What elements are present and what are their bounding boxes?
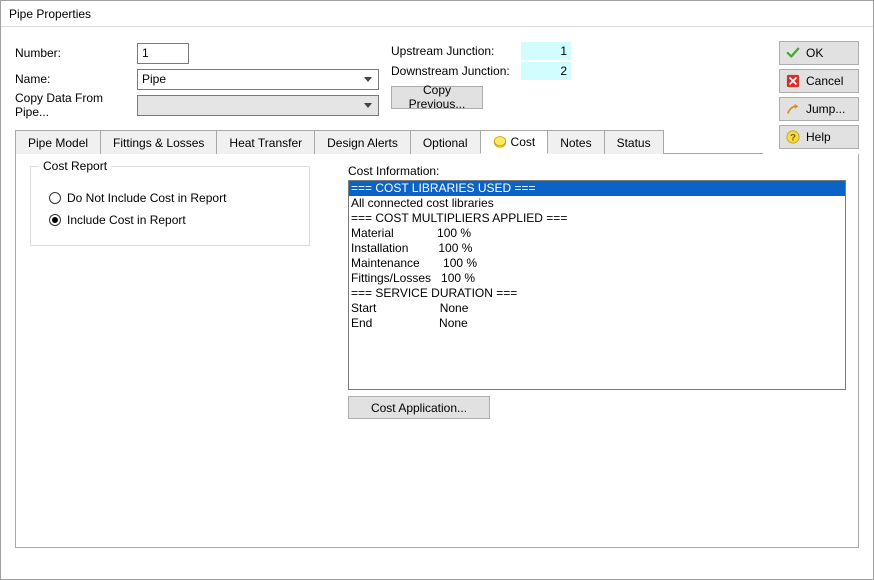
radio-exclude[interactable] [49,192,61,204]
top-form-area: Number: Name: Pipe Copy Data From Pipe..… [15,41,859,119]
listbox-line[interactable]: === COST MULTIPLIERS APPLIED === [349,211,845,226]
name-value: Pipe [142,72,166,86]
titlebar: Pipe Properties [1,1,873,27]
pipe-properties-window: Pipe Properties OK Cancel Jump... [0,0,874,580]
listbox-line[interactable]: Installation 100 % [349,241,845,256]
upstream-value: 1 [521,42,571,60]
cost-application-button[interactable]: Cost Application... [348,396,490,419]
tab-heat-label: Heat Transfer [229,136,302,150]
ok-label: OK [806,46,823,60]
upstream-label: Upstream Junction: [391,44,521,58]
jump-label: Jump... [806,102,845,116]
cost-info-area: Cost Information: === COST LIBRARIES USE… [348,164,846,419]
radio-include-label: Include Cost in Report [67,213,186,227]
tab-pipe-model[interactable]: Pipe Model [15,130,101,154]
help-icon: ? [786,130,800,144]
radio-include[interactable] [49,214,61,226]
radio-include-row[interactable]: Include Cost in Report [49,211,297,229]
window-title: Pipe Properties [9,7,91,21]
check-icon [786,46,800,60]
listbox-line[interactable]: Material 100 % [349,226,845,241]
listbox-line[interactable]: End None [349,316,845,331]
listbox-line[interactable]: Start None [349,301,845,316]
cost-tab-panel: Cost Report Do Not Include Cost in Repor… [15,154,859,548]
listbox-selected-line[interactable]: === COST LIBRARIES USED === [349,181,845,196]
listbox-line[interactable]: Fittings/Losses 100 % [349,271,845,286]
jump-button[interactable]: Jump... [779,97,859,121]
tab-fittings-label: Fittings & Losses [113,136,204,150]
dialog-body: OK Cancel Jump... ? Help [1,27,873,579]
number-input[interactable] [137,43,189,64]
copy-from-select[interactable] [137,95,379,116]
tab-design[interactable]: Design Alerts [314,130,411,154]
cost-application-label: Cost Application... [371,401,467,415]
tab-cost-label: Cost [511,135,536,149]
listbox-line[interactable]: Maintenance 100 % [349,256,845,271]
cost-report-title: Cost Report [39,159,111,173]
tab-fittings[interactable]: Fittings & Losses [100,130,217,154]
radio-exclude-row[interactable]: Do Not Include Cost in Report [49,189,297,207]
number-label: Number: [15,46,137,60]
tab-heat[interactable]: Heat Transfer [216,130,315,154]
copy-previous-button[interactable]: Copy Previous... [391,86,483,109]
cancel-label: Cancel [806,74,843,88]
downstream-value: 2 [521,62,571,80]
jump-icon [786,102,800,116]
ok-button[interactable]: OK [779,41,859,65]
form-column: Number: Name: Pipe Copy Data From Pipe..… [15,41,387,119]
name-select[interactable]: Pipe [137,69,379,90]
tab-status[interactable]: Status [604,130,664,154]
radio-exclude-label: Do Not Include Cost in Report [67,191,226,205]
tab-notes[interactable]: Notes [547,130,604,154]
listbox-line[interactable]: === SERVICE DURATION === [349,286,845,301]
copy-previous-label: Copy Previous... [400,83,474,111]
side-button-column: OK Cancel Jump... ? Help [779,41,859,149]
junction-column: Upstream Junction: 1 Downstream Junction… [391,41,611,119]
cost-report-groupbox: Cost Report Do Not Include Cost in Repor… [30,166,310,246]
cancel-button[interactable]: Cancel [779,69,859,93]
downstream-label: Downstream Junction: [391,64,521,78]
tab-design-label: Design Alerts [327,136,398,150]
coin-icon [493,135,507,149]
cost-info-listbox[interactable]: === COST LIBRARIES USED === All connecte… [348,180,846,390]
listbox-line[interactable]: All connected cost libraries [349,196,845,211]
tab-optional[interactable]: Optional [410,130,481,154]
tabstrip: Pipe Model Fittings & Losses Heat Transf… [15,129,763,154]
help-label: Help [806,130,831,144]
help-button[interactable]: ? Help [779,125,859,149]
copy-label: Copy Data From Pipe... [15,91,137,119]
tab-notes-label: Notes [560,136,591,150]
tab-cost[interactable]: Cost [480,130,549,154]
close-icon [786,74,800,88]
cost-info-label: Cost Information: [348,164,439,178]
svg-text:?: ? [790,133,796,144]
tab-pipe-model-label: Pipe Model [28,136,88,150]
tab-optional-label: Optional [423,136,468,150]
name-label: Name: [15,72,137,86]
tab-status-label: Status [617,136,651,150]
